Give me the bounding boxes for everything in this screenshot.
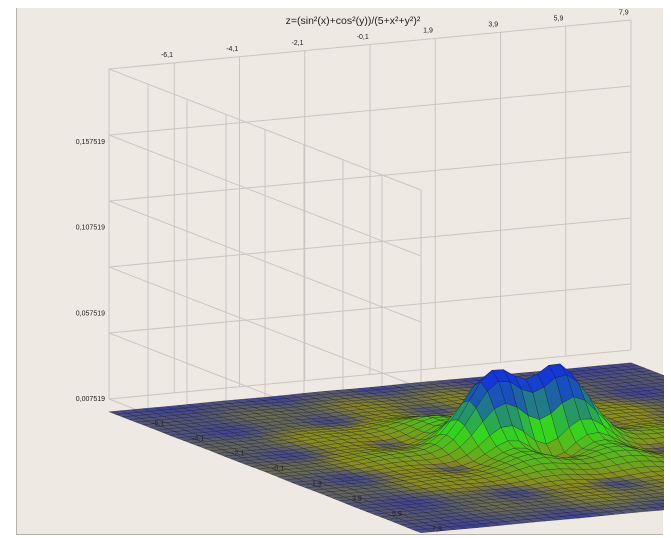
z-tick-label: 0,157519 <box>76 139 105 146</box>
z-tick-label: 0,057519 <box>76 310 105 317</box>
chart-title: z=(sin²(x)+cos²(y))/(5+x²+y²)² <box>286 15 421 27</box>
y-tick-label: 5,9 <box>554 15 564 22</box>
grid-line <box>108 217 632 389</box>
surface-cell <box>659 454 664 458</box>
grid-line <box>108 19 632 191</box>
surface-cell <box>414 528 433 533</box>
x-tick-label: 3,9 <box>352 496 362 503</box>
x-tick-label: -4,1 <box>192 435 204 442</box>
axis-labels: 0,007519 0,057519 0,107519 0,157519 -6,1 -4,1… <box>76 9 629 533</box>
surface-plot: 0,007519 0,057519 0,107519 0,157519 -6,1 -4,1… <box>76 9 664 533</box>
y-tick-label: -6,1 <box>161 52 173 59</box>
y-tick-label: 3,9 <box>488 22 498 29</box>
y-tick-label: -4,1 <box>226 46 238 53</box>
x-tick-label: -2,1 <box>232 451 244 458</box>
back-grid-walls <box>108 19 632 521</box>
x-tick-label: -0,1 <box>272 466 284 473</box>
z-tick-label: 0,107519 <box>76 225 105 232</box>
y-tick-label: 7,9 <box>619 9 629 16</box>
x-tick-label: 5,9 <box>392 511 402 518</box>
chart-frame: 0,007519 0,057519 0,107519 0,157519 -6,1 -4,1… <box>16 8 664 535</box>
x-tick-label: -6,1 <box>152 420 164 427</box>
x-tick-label: 7,9 <box>432 526 442 533</box>
grid-line <box>108 85 632 257</box>
y-tick-label: -0,1 <box>357 34 369 41</box>
y-tick-label: 1,9 <box>423 28 433 35</box>
y-tick-label: -2,1 <box>291 40 303 47</box>
z-tick-label: 0,007519 <box>76 396 105 403</box>
grid-line <box>108 151 632 323</box>
surface-mesh <box>108 362 664 533</box>
x-tick-label: 1,9 <box>312 481 322 488</box>
